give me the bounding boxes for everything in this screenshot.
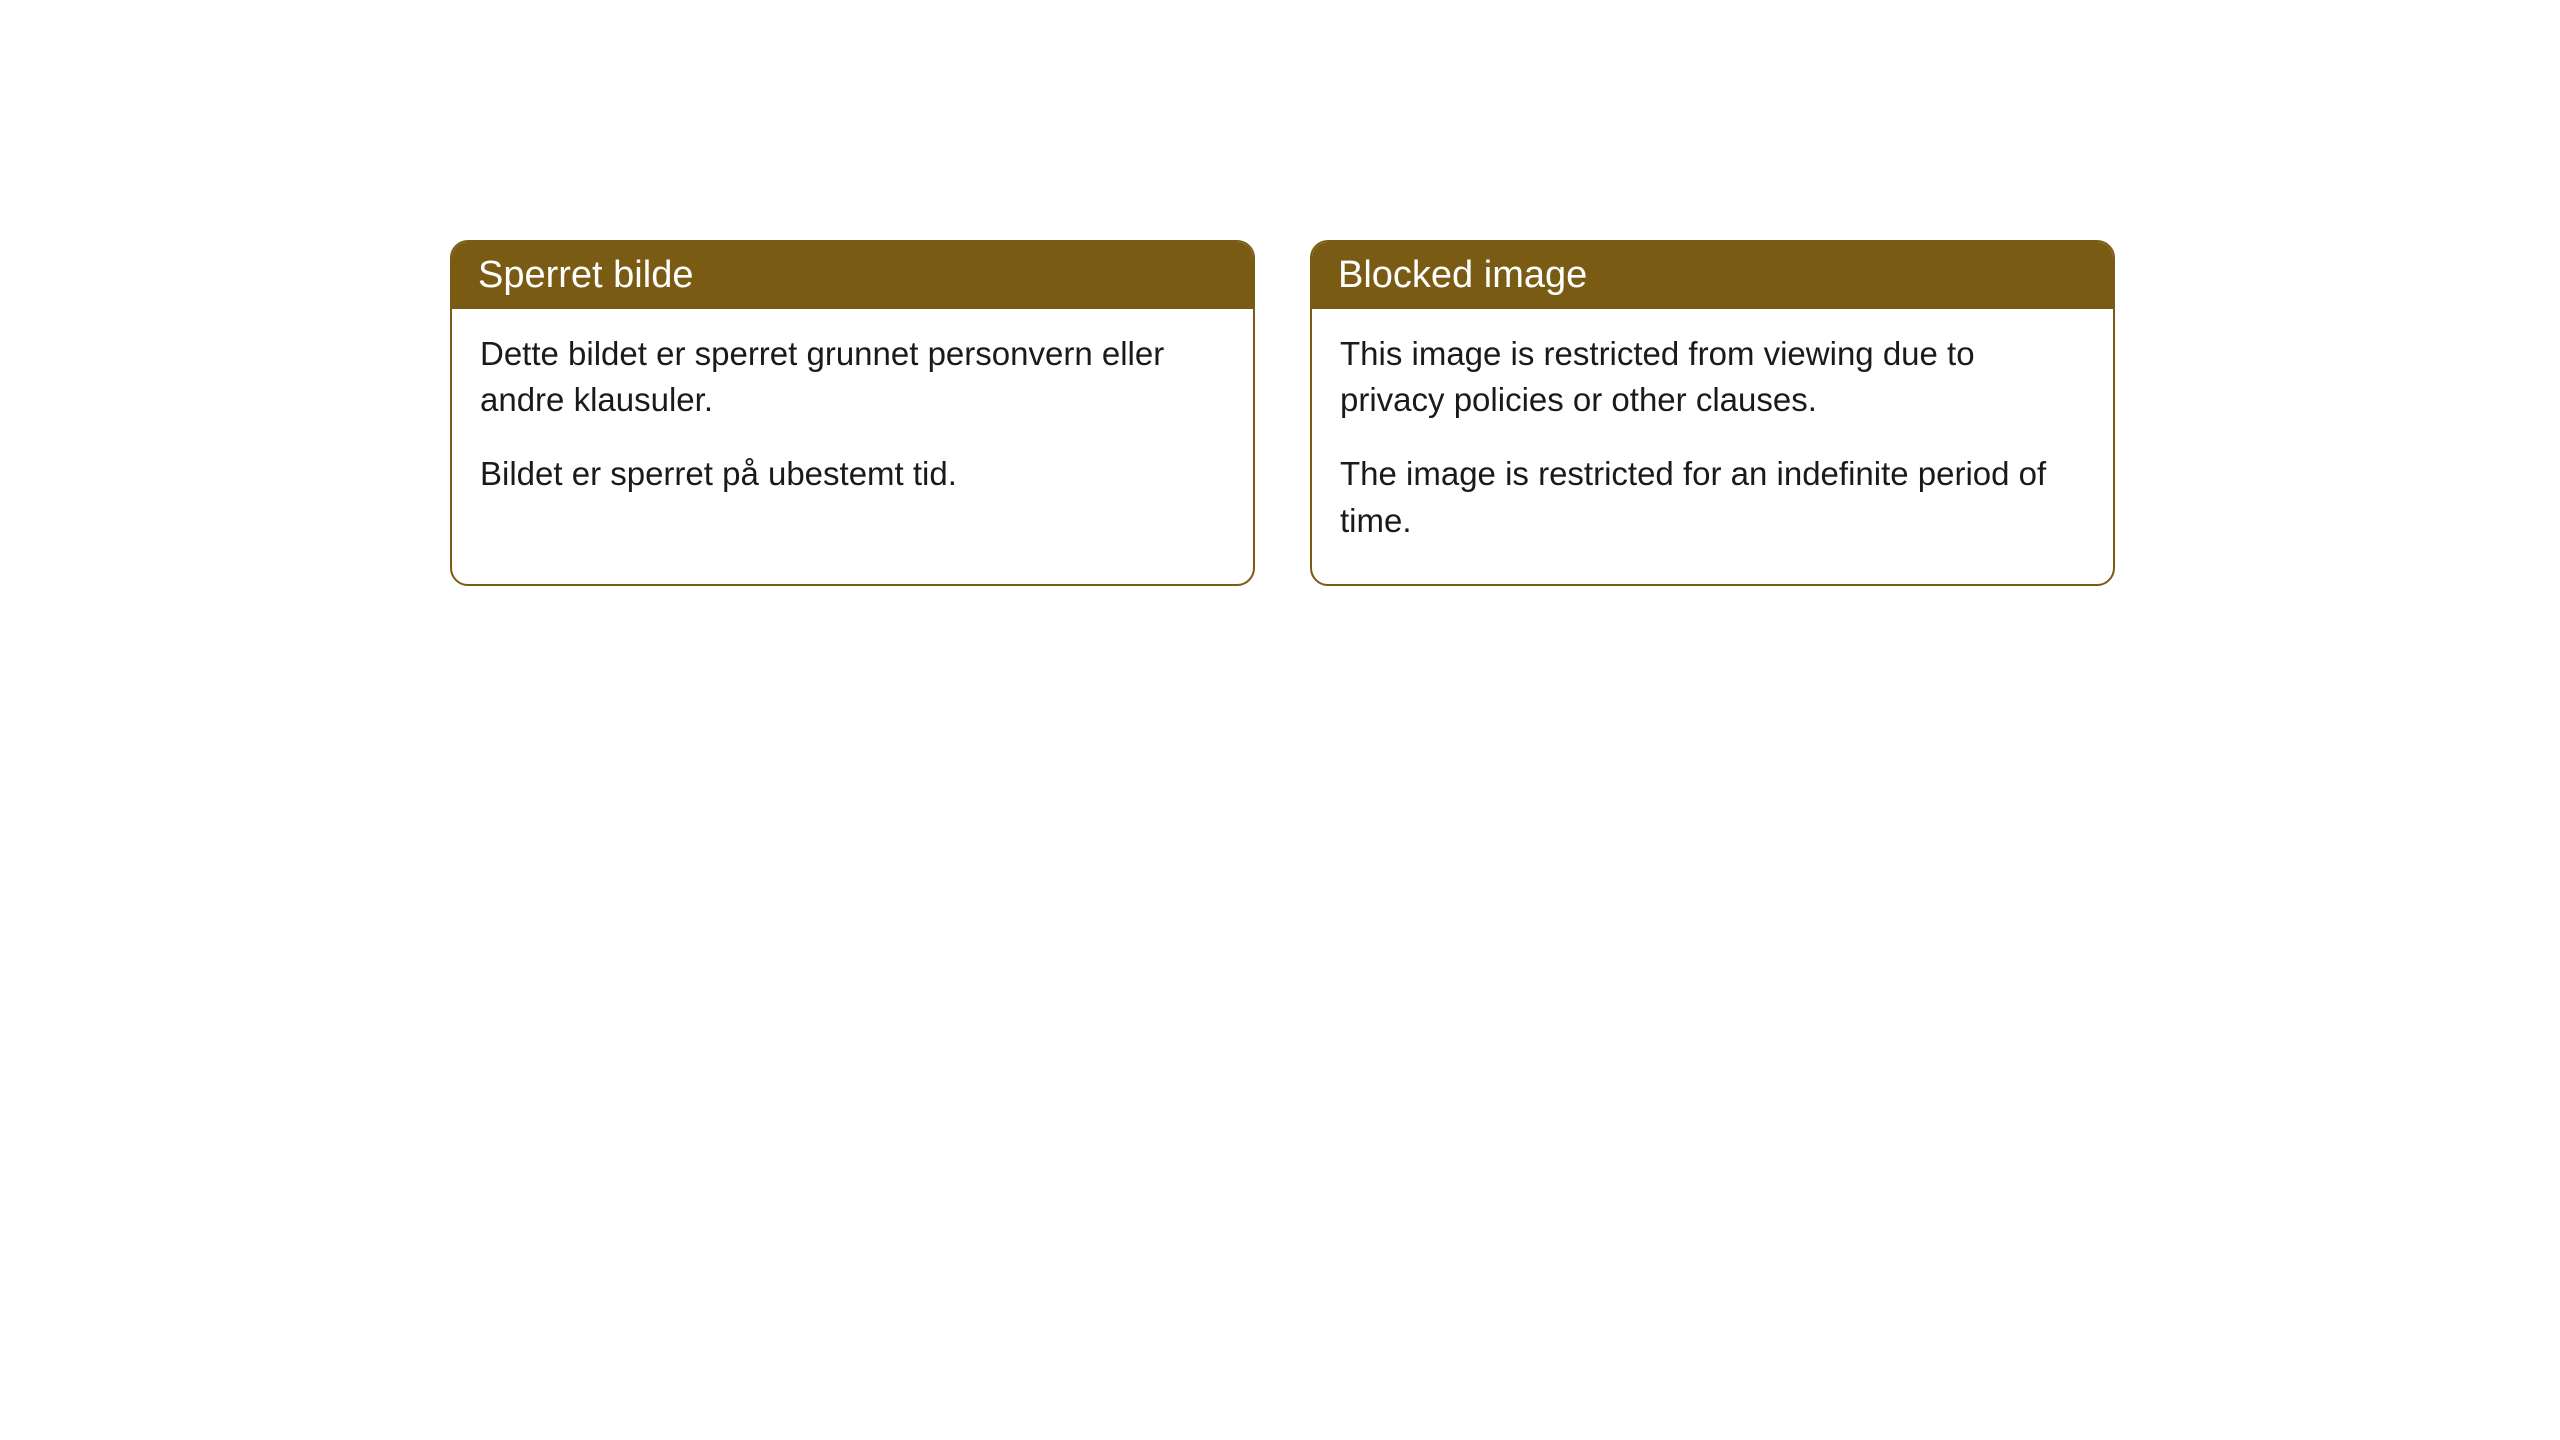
- notice-cards-container: Sperret bilde Dette bildet er sperret gr…: [450, 240, 2115, 586]
- card-body: Dette bildet er sperret grunnet personve…: [452, 309, 1253, 538]
- card-paragraph: Bildet er sperret på ubestemt tid.: [480, 451, 1225, 497]
- card-title: Blocked image: [1338, 254, 1587, 296]
- blocked-image-card-english: Blocked image This image is restricted f…: [1310, 240, 2115, 586]
- blocked-image-card-norwegian: Sperret bilde Dette bildet er sperret gr…: [450, 240, 1255, 586]
- card-header: Sperret bilde: [452, 242, 1253, 309]
- card-paragraph: Dette bildet er sperret grunnet personve…: [480, 331, 1225, 423]
- card-title: Sperret bilde: [478, 254, 693, 296]
- card-body: This image is restricted from viewing du…: [1312, 309, 2113, 584]
- card-header: Blocked image: [1312, 242, 2113, 309]
- card-paragraph: The image is restricted for an indefinit…: [1340, 451, 2085, 543]
- card-paragraph: This image is restricted from viewing du…: [1340, 331, 2085, 423]
